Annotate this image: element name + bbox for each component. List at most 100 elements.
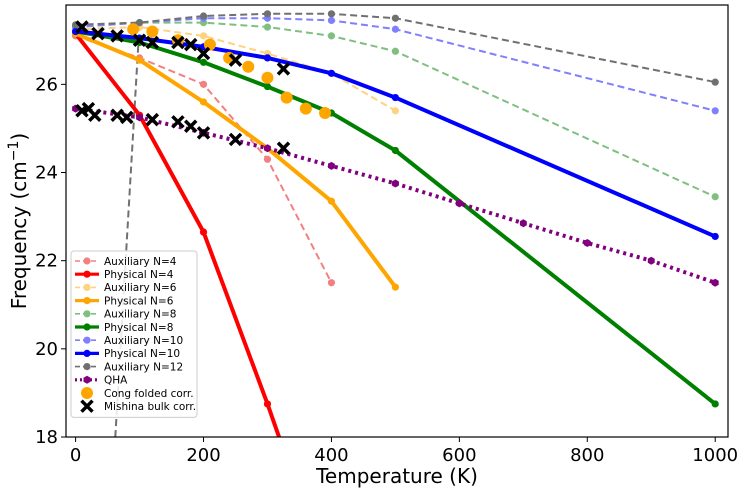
legend-box [70,250,198,418]
mishina-bulk-corr-point [75,20,89,34]
series-physical-n-10 [71,27,719,241]
legend-item-auxiliary-n-6: Auxiliary N=6 [75,282,177,294]
auxiliary-n-12-point [327,10,336,18]
cong-folded-corr-point [146,25,159,38]
legend-swatch-marker [81,387,93,399]
auxiliary-n-4-point [199,80,208,88]
legend-swatch-marker [83,297,91,305]
physical-n-4-point [263,400,272,408]
mishina-bulk-corr-point [183,37,198,52]
y-axis-label-end: ) [7,133,31,141]
mishina-bulk-corr-point [276,62,291,76]
series-mishina-bulk-corr [75,20,291,156]
mishina-bulk-corr-point [110,29,124,43]
physical-n-10-point [391,93,400,102]
auxiliary-n-8-point [327,32,336,40]
mishina-bulk-corr-point [145,35,160,50]
legend-swatch-marker [83,336,91,344]
mishina-bulk-corr-point [183,119,198,133]
legend-item-qha: QHA [75,375,128,387]
cong-folded-corr-point [127,23,140,36]
auxiliary-n-4-point [327,279,336,287]
legend-label: Mishina bulk corr. [104,401,196,413]
mishina-bulk-corr-point [171,115,185,129]
qha-point [455,199,463,208]
cong-folded-corr-point [319,107,332,119]
legend-label: Physical N=10 [104,348,180,360]
legend-item-physical-n-8: Physical N=8 [75,322,173,334]
y-axis-ticks: 18 20 22 24 26 [35,74,66,448]
physical-n-10-point [327,69,336,77]
legend-swatch-marker [80,399,94,413]
physical-n-6-point [391,283,400,291]
mishina-bulk-corr-point [228,132,243,147]
x-tick-label: 1000 [692,445,738,466]
legend-item-mishina-bulk-corr: Mishina bulk corr. [80,399,196,413]
physical-n-6-point [135,56,144,64]
y-tick-label: 20 [35,339,58,360]
series-auxiliary-n-4 [71,32,336,287]
physical-n-10-line [75,29,716,239]
series-auxiliary-n-12 [71,10,719,86]
y-axis-label: Frequency (cm−1) [6,133,31,309]
auxiliary-n-4-point [263,155,272,163]
qha-point [711,278,719,287]
x-tick-label: 0 [70,445,81,466]
legend-item-auxiliary-n-12: Auxiliary N=12 [75,361,183,373]
qha-point [519,219,527,228]
mishina-bulk-corr-point [228,53,243,67]
auxiliary-n-12-point [711,78,719,86]
mishina-bulk-corr-point [88,108,102,122]
legend-swatch-marker [83,310,91,318]
legend-label: Auxiliary N=8 [104,309,176,321]
physical-n-8-point [391,146,400,155]
y-axis-label-sup: −1 [6,141,22,162]
cong-folded-corr-point [280,91,293,104]
physical-n-8-point [199,58,208,66]
mishina-bulk-corr-point [171,35,185,50]
auxiliary-n-12-point [263,10,272,18]
mishina-bulk-corr-point [91,26,105,41]
y-axis-label-main: Frequency (cm [7,161,31,309]
mishina-bulk-corr-point [120,110,134,125]
auxiliary-n-8-point [263,23,272,31]
legend-swatch-marker [83,283,91,291]
auxiliary-n-6-point [391,107,400,115]
legend-swatch-marker [83,257,91,265]
legend-swatch-marker [83,323,91,331]
auxiliary-n-12-point [391,14,400,22]
y-tick-label: 22 [35,251,58,272]
legend-label: Physical N=8 [104,322,173,334]
physical-n-6-point [199,98,208,106]
cong-folded-corr-point [299,102,312,115]
legend-item-auxiliary-n-8: Auxiliary N=8 [75,309,176,321]
qha-point [328,161,335,170]
x-axis-label: Temperature (K) [315,464,478,488]
x-tick-label: 600 [442,445,476,466]
legend-swatch-marker [83,270,91,278]
legend-item-physical-n-10: Physical N=10 [75,348,180,360]
auxiliary-n-12-point [199,12,208,20]
physical-n-8-point [263,82,272,91]
mishina-bulk-corr-point [196,126,211,140]
auxiliary-n-12-point [135,19,144,27]
plot-area [71,10,719,437]
x-axis-ticks: 0 200 400 600 800 1000 [70,437,738,466]
x-tick-label: 400 [314,445,348,466]
auxiliary-n-10-point [711,107,719,115]
qha-point [391,179,399,188]
auxiliary-n-8-point [711,193,719,201]
plot-frame [65,4,729,438]
legend-item-auxiliary-n-10: Auxiliary N=10 [75,335,183,347]
legend-label: QHA [104,375,128,387]
mishina-bulk-corr-point [276,141,291,156]
legend-label: Cong folded corr. [104,388,194,400]
legend-label: Physical N=6 [104,295,174,307]
cong-folded-corr-point [242,60,255,73]
mishina-bulk-corr-point [196,46,211,61]
y-tick-label: 18 [35,427,58,448]
x-tick-label: 800 [570,445,604,466]
y-tick-label: 24 [35,163,58,184]
